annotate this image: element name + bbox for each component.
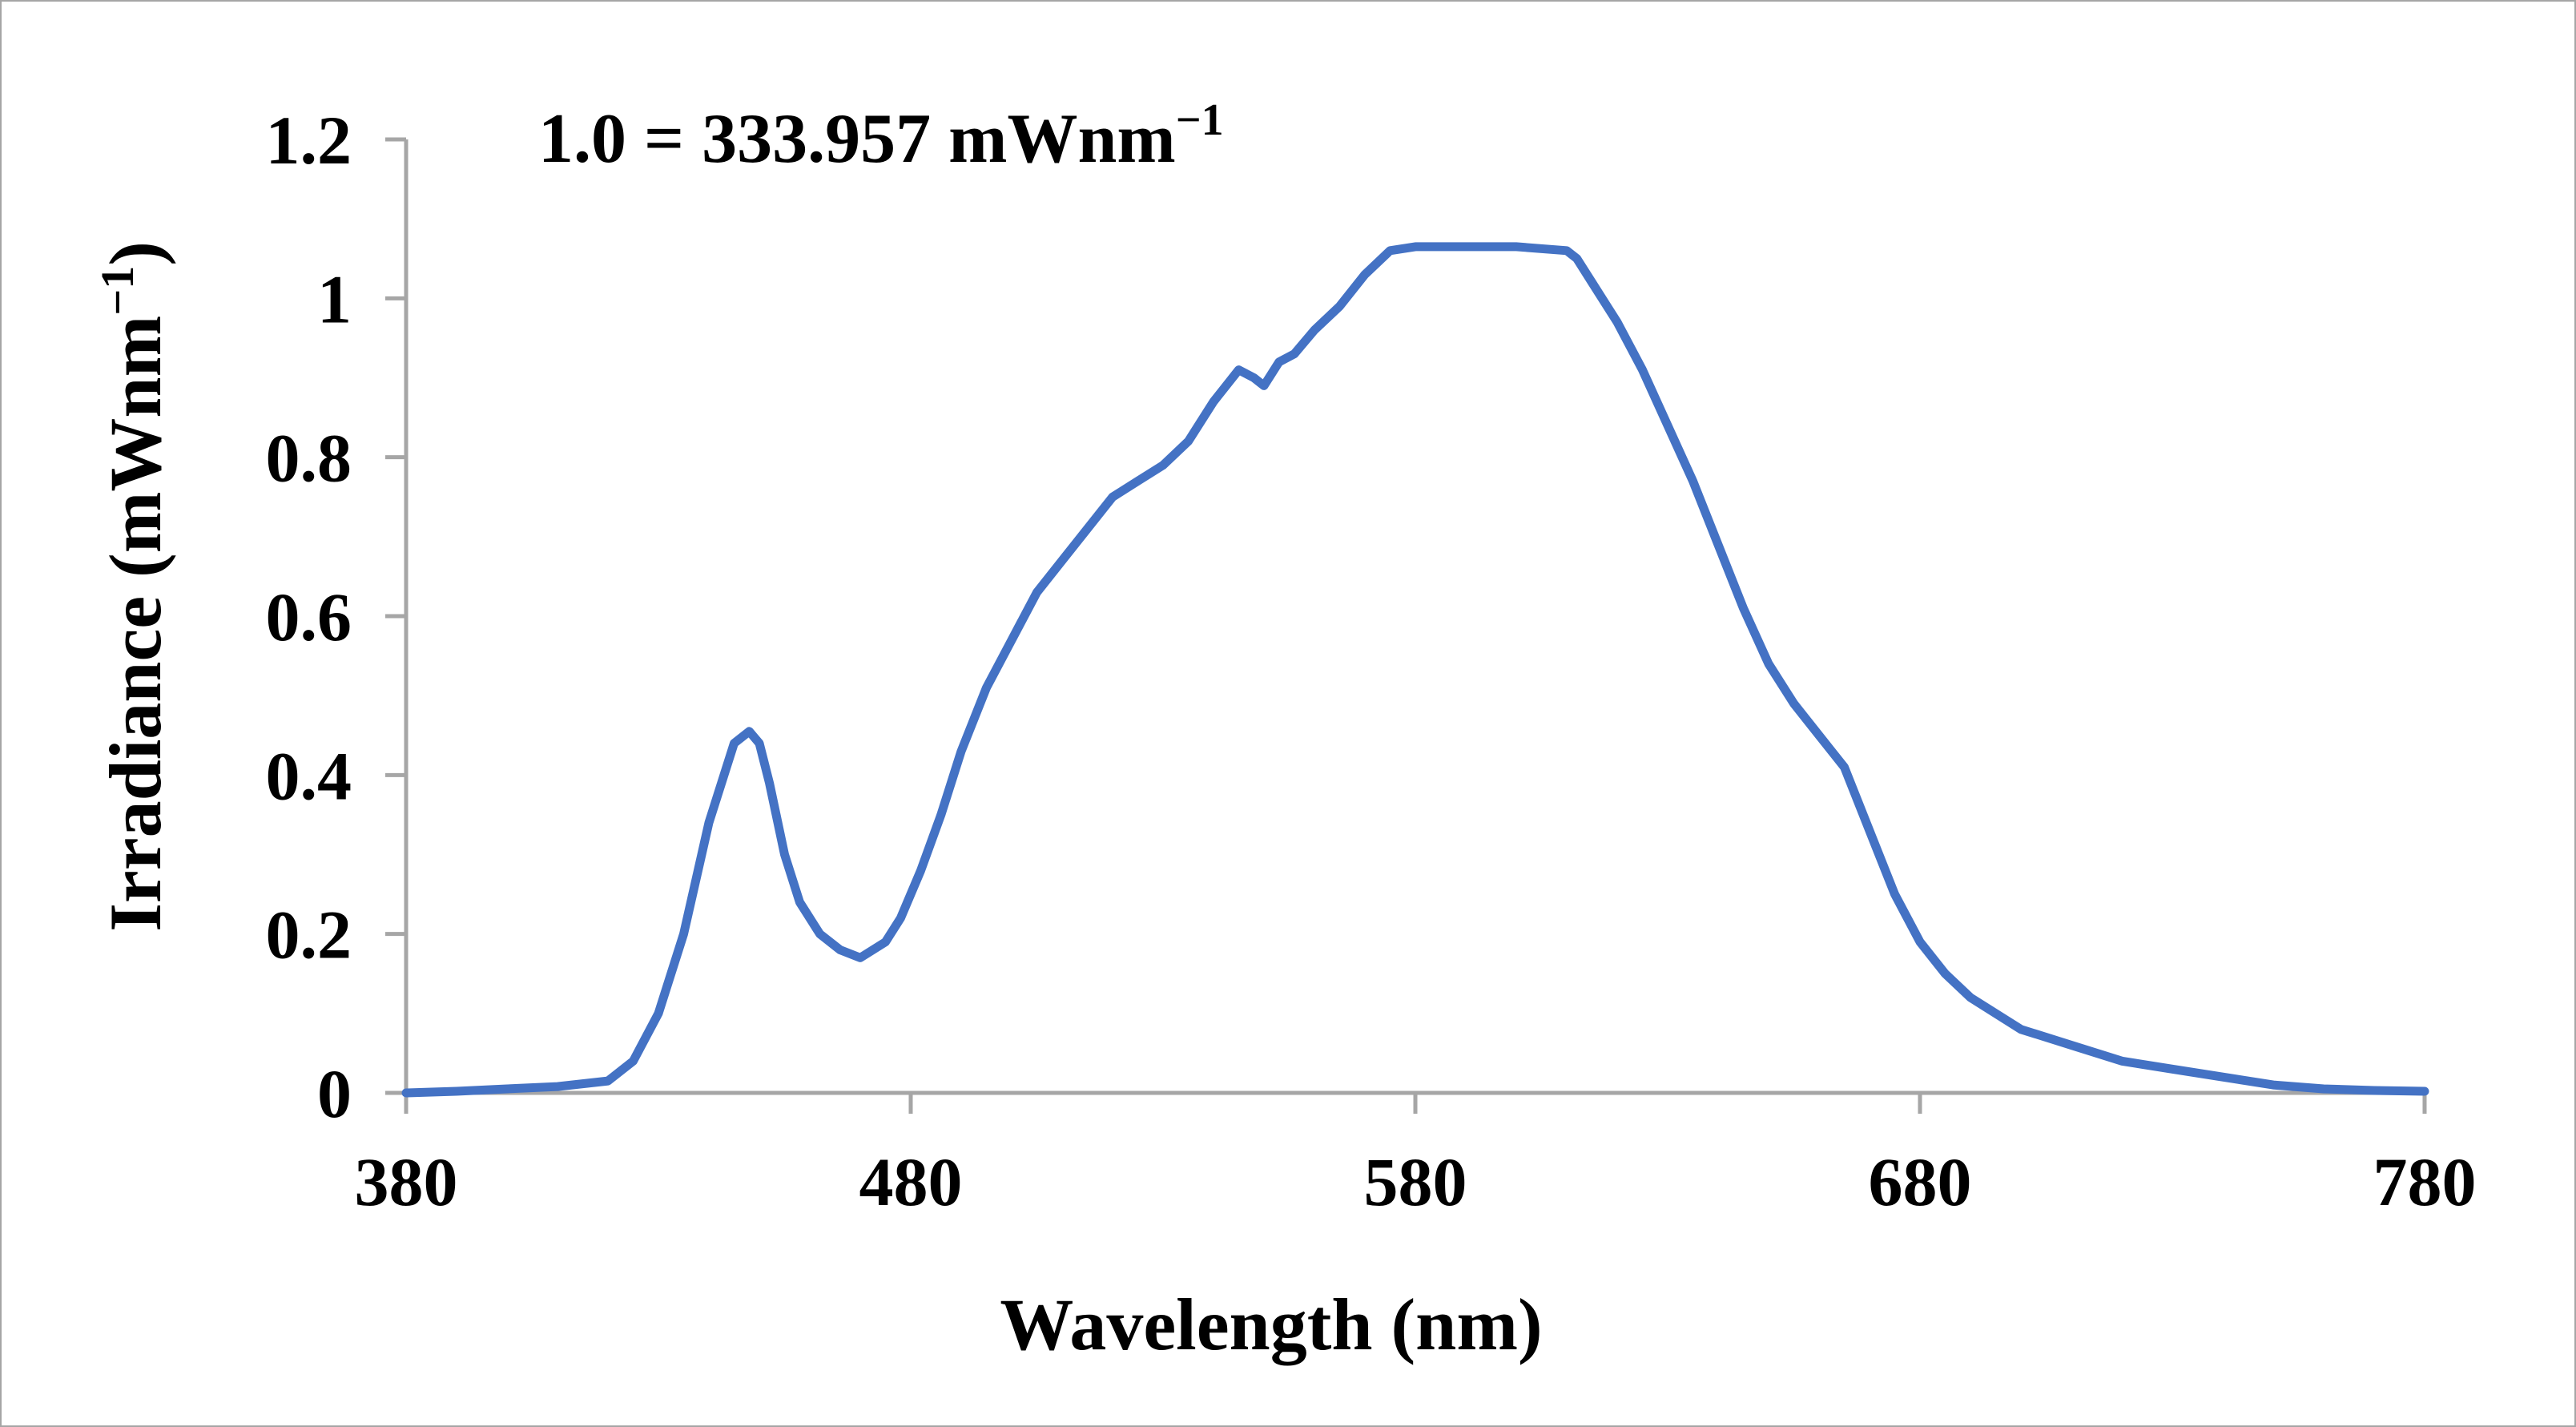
y-axis-title: Irradiance (mWnm−1)	[91, 241, 176, 932]
annotation: 1.0 = 333.957 mWnm−1	[538, 95, 1224, 178]
x-axis-title: Wavelength (nm)	[1000, 1284, 1542, 1365]
series-group	[401, 242, 2429, 1098]
axes	[404, 139, 2425, 1095]
y-axis-title-main: Irradiance (mWnm	[95, 316, 176, 932]
y-tick-label: 0.6	[266, 578, 352, 655]
y-tick-label: 0.2	[266, 897, 352, 974]
y-axis-title-superscript: −1	[91, 266, 143, 316]
y-axis-title-close: )	[95, 241, 176, 266]
x-tick-label: 680	[1869, 1143, 1972, 1220]
y-tick-label: 0.4	[266, 737, 352, 814]
x-tick-label: 580	[1364, 1143, 1467, 1220]
x-ticks: 380 480 580 680 780	[355, 1093, 2477, 1220]
y-tick-label: 1.2	[266, 102, 352, 179]
y-tick-label: 0.8	[266, 420, 352, 497]
y-tick-label: 0	[317, 1055, 352, 1132]
annotation-superscript: −1	[1176, 95, 1224, 145]
x-tick-label: 380	[355, 1143, 458, 1220]
annotation-main: 1.0 = 333.957 mWnm	[538, 100, 1176, 178]
y-tick-label: 1	[317, 260, 352, 337]
x-tick-label: 480	[859, 1143, 963, 1220]
y-ticks: 0 0.2 0.4 0.6 0.8 1 1.2	[266, 102, 406, 1132]
x-tick-label: 780	[2373, 1143, 2477, 1220]
series-line-irradiance	[401, 242, 2429, 1098]
